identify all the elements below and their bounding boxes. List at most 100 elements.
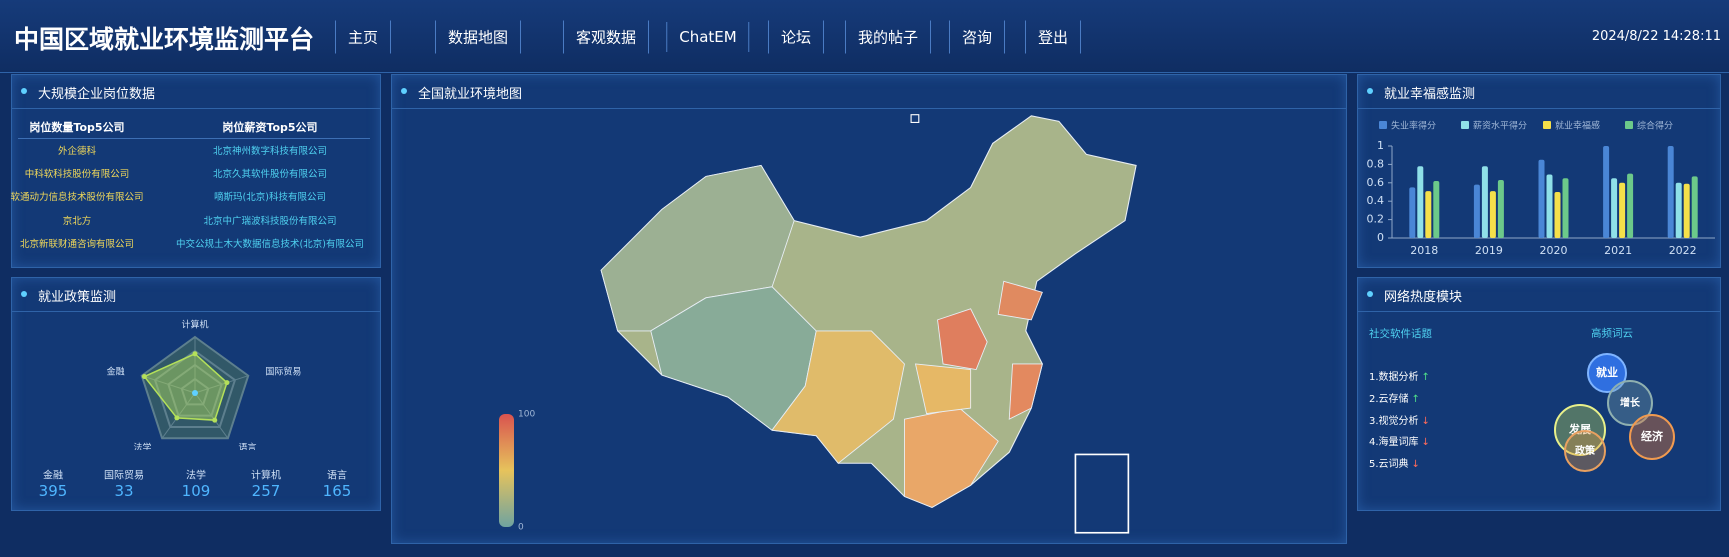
section-title: 社交软件话题 <box>1369 328 1432 340</box>
divider <box>392 108 1346 109</box>
radar-ring <box>167 363 223 417</box>
table-cell: 外企德科 <box>57 146 97 157</box>
bar <box>1691 176 1698 238</box>
radar-label: 法学 <box>133 442 151 450</box>
nav-item[interactable]: 论坛 <box>767 20 825 54</box>
x-tick-label: 2020 <box>1540 244 1568 257</box>
bar <box>1425 191 1432 238</box>
topic-item: 5.云词典 ↓ <box>1369 455 1420 470</box>
stat-value: 165 <box>322 482 352 500</box>
nav-item[interactable]: 登出 <box>1024 20 1082 54</box>
x-tick-label: 2019 <box>1475 244 1503 257</box>
region <box>1008 363 1043 420</box>
stat-value: 33 <box>114 482 134 500</box>
bar <box>1619 182 1626 238</box>
radar-area <box>143 352 228 421</box>
y-tick-label: 0.6 <box>1367 176 1385 189</box>
icon <box>21 291 27 297</box>
table-cell: 北京久其软件股份有限公司 <box>212 169 328 181</box>
bar <box>1667 146 1674 238</box>
nav-item[interactable]: 主页 <box>334 20 392 54</box>
legend-swatch <box>1543 121 1551 129</box>
topic-label: 5.云词典 <box>1369 459 1409 471</box>
topic-item: 3.视觉分析 ↓ <box>1369 412 1430 427</box>
bar-chart: 0 0.2 0.4 0.6 0.8 1 失业率得分 薪资水平得分 就业幸福感 综合得分 2018 20… <box>1367 120 1715 257</box>
icon <box>1367 291 1373 297</box>
radar-point <box>174 415 180 421</box>
table-cell: 北京神州数字科技有限公司 <box>212 146 328 157</box>
stat-value: 109 <box>181 482 211 500</box>
divider <box>18 138 370 139</box>
table-cell: 中科软科技股份有限公司 <box>24 169 130 181</box>
legend-label: 薪资水平得分 <box>1473 120 1527 132</box>
y-tick-label: 0.2 <box>1367 213 1385 226</box>
map: 100 0 <box>499 114 1137 534</box>
y-tick-label: 0.4 <box>1367 194 1385 207</box>
topic-item: 4.海量词库 ↓ <box>1369 433 1430 448</box>
table-header: 岗位薪资Top5公司 <box>222 121 318 134</box>
bar <box>1611 178 1618 238</box>
trend-arrow: ↓ <box>1411 459 1420 471</box>
radar-label: 语言 <box>238 442 256 450</box>
y-tick-label: 1 <box>1377 139 1384 152</box>
bar <box>1683 183 1690 238</box>
section-title: 高频词云 <box>1591 327 1633 340</box>
panel-title: 网络热度模块 <box>1384 290 1463 305</box>
divider <box>12 311 380 312</box>
radar-ring <box>180 377 210 406</box>
topic-item: 1.数据分析 ↑ <box>1369 368 1430 383</box>
radar-point <box>224 380 230 386</box>
region <box>771 330 905 464</box>
word-label: 经济 <box>1641 429 1664 443</box>
word-label: 政策 <box>1575 444 1596 457</box>
radar-axis <box>194 392 229 439</box>
x-tick-label: 2021 <box>1604 244 1632 257</box>
stat-label: 金融 <box>43 470 63 482</box>
icon <box>21 88 27 94</box>
stat-label: 国际贸易 <box>104 470 144 482</box>
table-cell: 北京中广瑞波科技股份有限公司 <box>203 215 337 227</box>
bar <box>1433 180 1440 238</box>
x-tick-label: 2022 <box>1669 244 1697 257</box>
topic-label: 4.海量词库 <box>1369 437 1419 449</box>
word-label: 发展 <box>1568 422 1592 436</box>
stat-label: 语言 <box>327 470 347 482</box>
region <box>937 308 988 370</box>
bar <box>1417 166 1424 238</box>
nav-item[interactable]: 我的帖子 <box>844 20 932 54</box>
region <box>997 280 1043 321</box>
visual-map-label: 100 <box>518 410 535 420</box>
table-cell: 中交公规土木大数据信息技术(北京)有限公司 <box>176 238 364 250</box>
x-tick-label: 2018 <box>1410 244 1438 257</box>
topic-label: 2.云存储 <box>1369 393 1409 405</box>
table-cell: 京北方 <box>62 215 92 227</box>
word-bubble <box>1587 353 1627 393</box>
divider <box>1358 311 1720 312</box>
trend-arrow: ↑ <box>1411 393 1420 405</box>
bar <box>1627 173 1634 238</box>
icon <box>1367 88 1373 94</box>
legend-swatch <box>1461 121 1469 129</box>
trend-arrow: ↓ <box>1421 437 1430 449</box>
panel-title: 就业幸福感监测 <box>1384 87 1476 102</box>
region <box>600 164 795 332</box>
nav-item[interactable]: ChatEM <box>666 22 750 52</box>
radar-point <box>212 417 218 423</box>
nav-item[interactable]: 咨询 <box>948 20 1006 54</box>
bar <box>1489 191 1496 238</box>
visual-map <box>499 414 514 527</box>
icon <box>910 114 920 123</box>
bar <box>1554 192 1561 238</box>
nav-item[interactable]: 客观数据 <box>562 20 650 54</box>
table-header: 岗位数量Top5公司 <box>29 121 125 134</box>
bar <box>1497 180 1504 238</box>
nav-item[interactable]: 数据地图 <box>434 20 522 54</box>
icon <box>401 88 407 94</box>
bar <box>1562 178 1569 238</box>
word-bubble <box>1564 430 1606 472</box>
word-bubble <box>1629 414 1675 460</box>
radar-point <box>141 374 147 380</box>
trend-arrow: ↑ <box>1421 372 1430 383</box>
word-label: 增长 <box>1620 396 1641 409</box>
